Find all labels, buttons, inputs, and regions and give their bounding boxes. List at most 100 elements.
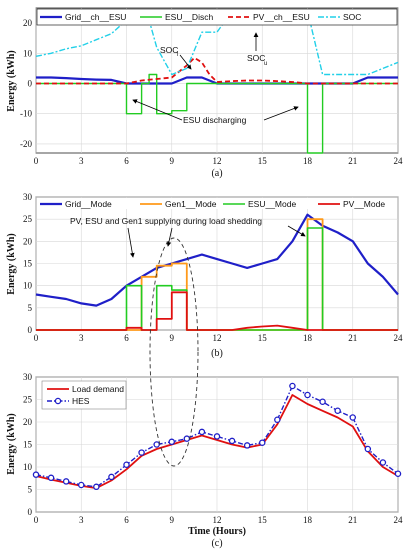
y-tick-label: 20 xyxy=(23,417,33,427)
arrow-esu-right xyxy=(263,106,299,121)
hes-point xyxy=(138,449,145,456)
x-tick-label: 21 xyxy=(348,156,357,166)
x-tick-label: 9 xyxy=(170,333,175,343)
hes-point xyxy=(364,445,372,453)
y-tick-label: 25 xyxy=(23,214,33,224)
series-line-esu-disch xyxy=(36,73,398,154)
annotation-soc-u: SOC xyxy=(247,53,265,63)
series-line-soc xyxy=(35,10,399,76)
hes-point xyxy=(258,439,266,446)
hes-point xyxy=(183,435,191,442)
legend-label: PV__Mode xyxy=(343,199,385,209)
legend-label: SOC xyxy=(343,12,361,22)
series-line-pv-ch-esu xyxy=(36,56,398,85)
legend-label: HES xyxy=(72,396,90,406)
hes-point xyxy=(394,470,402,477)
x-tick-label: 21 xyxy=(348,515,357,525)
y-tick-label: 5 xyxy=(28,303,33,313)
series-line-grid-mode xyxy=(35,213,399,307)
series-line-gen1-mode xyxy=(36,218,398,331)
hes-point xyxy=(93,483,100,491)
annotation-soc-l-sub: l xyxy=(177,52,178,58)
x-tick-label: 21 xyxy=(348,333,357,343)
panel-c-xlabel: Time (Hours) xyxy=(188,526,246,537)
x-tick-label: 12 xyxy=(213,515,222,525)
hes-point xyxy=(153,441,160,448)
panel-b-legend-box xyxy=(37,198,397,209)
panel-c-ylabel: Energy (kWh) xyxy=(6,413,17,474)
y-tick-label: 15 xyxy=(23,259,33,269)
panel-b-ylabel: Energy (kWh) xyxy=(6,233,17,294)
load-shedding-ellipse xyxy=(149,237,199,467)
x-tick-label: 15 xyxy=(258,156,268,166)
hes-point xyxy=(349,414,356,421)
x-tick-label: 3 xyxy=(79,515,84,525)
annotation-soc-l: SOC xyxy=(160,45,178,55)
panel-b-legend: Grid__Mode Gen1__Mode ESU__Mode PV__Mode xyxy=(40,199,385,209)
x-tick-label: 24 xyxy=(394,333,404,343)
x-tick-label: 18 xyxy=(303,333,313,343)
hes-point xyxy=(379,459,387,466)
x-tick-label: 6 xyxy=(124,156,129,166)
x-tick-label: 15 xyxy=(258,515,268,525)
annotation-soc-u-sub: u xyxy=(264,61,267,67)
legend-label: PV__ch__ESU xyxy=(253,12,310,22)
x-tick-label: 12 xyxy=(213,156,222,166)
y-tick-label: -20 xyxy=(20,139,32,149)
hes-point xyxy=(243,442,251,449)
hes-point xyxy=(228,437,236,445)
panel-a-caption: (a) xyxy=(211,168,222,179)
legend-marker xyxy=(54,397,62,405)
legend-label: Load demand xyxy=(72,384,124,394)
hes-point xyxy=(334,407,341,414)
panel-a-ylabel: Energy (kWh) xyxy=(6,50,17,111)
y-tick-label: 10 xyxy=(23,462,33,472)
series-line-pv-mode xyxy=(36,291,398,331)
y-tick-label: 0 xyxy=(28,325,33,335)
y-tick-label: 0 xyxy=(28,79,33,89)
panel-a: 0 3 6 9 12 15 18 21 24 -20 -10 0 10 20 Energy (kWh) (… xyxy=(6,7,403,179)
arrow-soc-l xyxy=(179,54,192,70)
hes-point xyxy=(32,471,40,478)
x-tick-label: 15 xyxy=(258,333,268,343)
annotation-esu-discharging: ESU discharging xyxy=(183,115,247,125)
x-tick-label: 0 xyxy=(34,333,39,343)
legend-label: ESU__Mode xyxy=(248,199,296,209)
panel-c-ticks: 0 3 6 9 12 15 18 21 24 0 5 10 15 20 25 30 xyxy=(23,372,403,525)
panel-c-legend-box xyxy=(41,380,127,410)
x-tick-label: 3 xyxy=(79,156,84,166)
hes-point xyxy=(47,474,55,482)
y-tick-label: -10 xyxy=(20,109,32,119)
hes-point xyxy=(274,416,281,423)
arrow-ls-3 xyxy=(287,225,306,237)
arrow-esu-left xyxy=(132,99,183,121)
hes-point xyxy=(198,428,206,436)
y-tick-label: 5 xyxy=(28,485,33,495)
hes-point xyxy=(319,398,326,405)
y-tick-label: 0 xyxy=(28,507,33,517)
y-tick-label: 15 xyxy=(23,440,33,450)
x-tick-label: 3 xyxy=(79,333,84,343)
arrow-ls-2 xyxy=(166,227,173,247)
x-tick-label: 18 xyxy=(303,156,313,166)
y-tick-label: 30 xyxy=(23,192,33,202)
legend-label: Gen1__Mode xyxy=(165,199,217,209)
panel-c-legend: Load demand HES xyxy=(47,384,124,406)
series-line-esu-mode xyxy=(36,227,398,331)
annotation-load-shedding: PV, ESU and Gen1 supplying during load s… xyxy=(70,216,262,226)
legend-label: ESU__Disch xyxy=(165,12,213,22)
hes-point xyxy=(168,438,175,446)
x-tick-label: 18 xyxy=(303,515,313,525)
panel-c-caption: (c) xyxy=(211,538,222,549)
hes-point xyxy=(78,481,85,489)
hes-point xyxy=(62,478,70,485)
x-tick-label: 12 xyxy=(213,333,222,343)
hes-point xyxy=(213,433,221,440)
panel-b-caption: (b) xyxy=(211,348,223,359)
hes-point xyxy=(108,473,115,481)
panel-c-series xyxy=(32,382,402,491)
panel-c-grid xyxy=(35,376,399,513)
legend-label: Grid__ch__ESU xyxy=(65,12,126,22)
